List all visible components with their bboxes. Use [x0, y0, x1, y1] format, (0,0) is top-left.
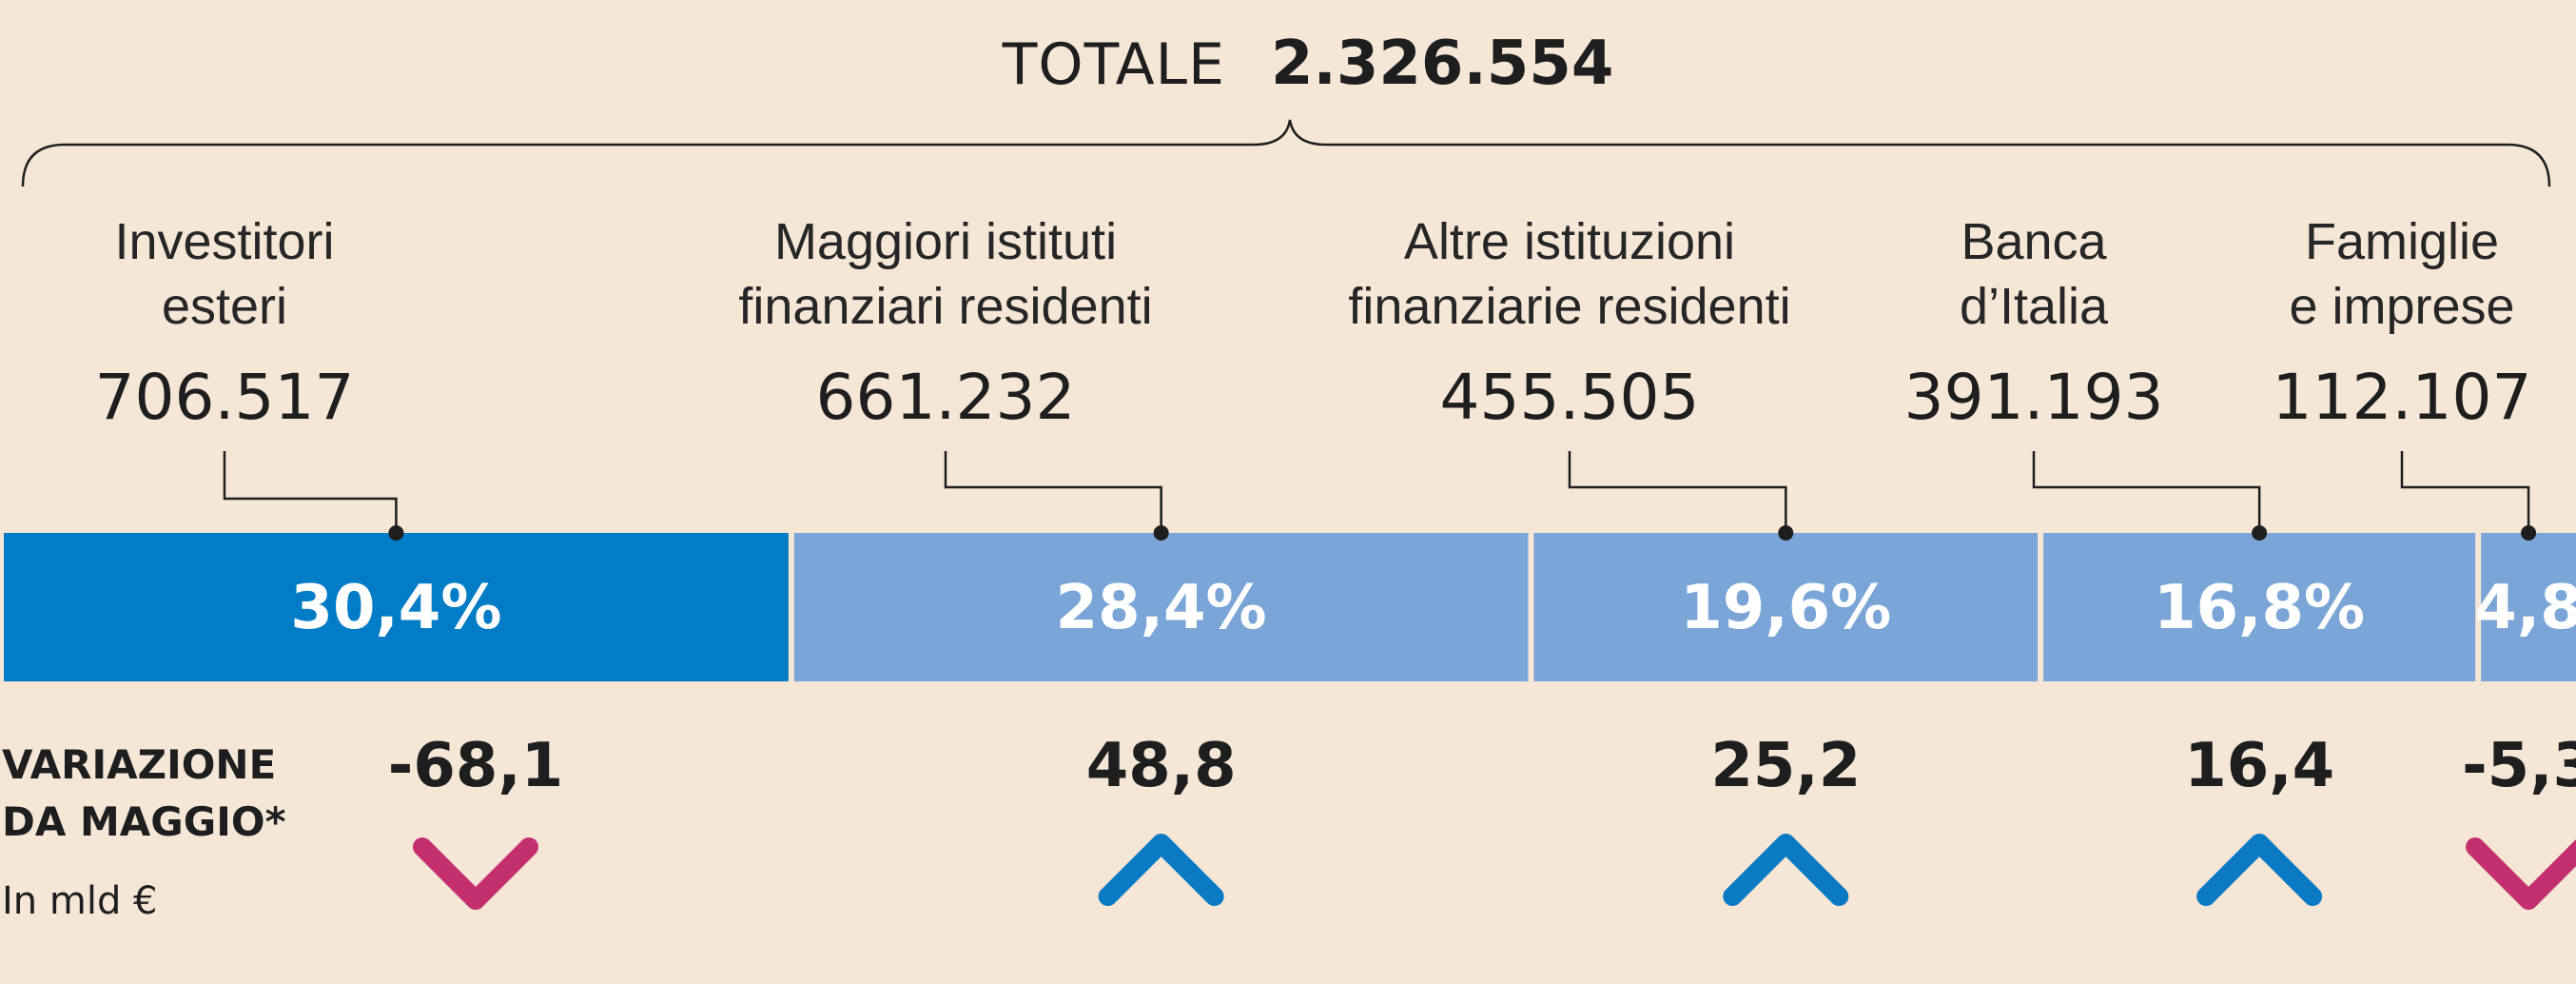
value-label-1: 706.517: [95, 361, 355, 434]
percentage-label-4: 16,8%: [2154, 573, 2365, 643]
bar-segment-3: [1533, 533, 2039, 681]
percentage-label-3: 19,6%: [1680, 573, 1891, 643]
arrow-up-icon-3: [1723, 834, 1849, 906]
percentage-labels: 30,4% 28,4% 19,6% 16,8% 4,8: [290, 573, 2576, 643]
connector-dot-2: [1153, 525, 1169, 541]
connector-line-1: [223, 451, 398, 533]
category-label-2-line-2: finanziari residenti: [738, 278, 1152, 335]
change-label-1: -68,1: [388, 731, 563, 801]
category-label-1-line-2: esteri: [162, 278, 287, 335]
total-brace: [21, 119, 2551, 187]
percentage-label-1: 30,4%: [290, 573, 501, 643]
connector-line-4: [2032, 451, 2261, 533]
connector-line-2: [944, 451, 1162, 533]
value-label-5: 112.107: [2273, 361, 2532, 434]
category-label-4-line-2: d’Italia: [1960, 278, 2109, 335]
total-value: 2.326.554: [1271, 29, 1613, 99]
percentage-label-5: 4,8: [2474, 573, 2576, 643]
change-label-5: -5,3: [2462, 731, 2576, 801]
total-label: TOTALE: [1002, 31, 1225, 98]
connector-dot-1: [388, 525, 404, 541]
bar-segment-4: [2043, 533, 2476, 681]
change-arrows: [413, 834, 2576, 910]
unit-label: In mld €: [2, 879, 158, 923]
variation-label-line2: DA MAGGIO*: [2, 798, 286, 845]
value-label-3: 455.505: [1440, 361, 1700, 434]
label-connectors: [223, 451, 2537, 541]
connector-dot-5: [2521, 525, 2537, 541]
value-labels: 706.517 661.232 455.505 391.193 112.107: [95, 361, 2532, 434]
stacked-bar: [4, 533, 2576, 681]
arrow-down-icon-5: [2466, 837, 2576, 910]
arrow-down-icon-1: [413, 837, 538, 910]
bar-segment-1: [4, 533, 789, 681]
connector-dot-3: [1778, 525, 1794, 541]
change-labels: -68,1 48,8 25,2 16,4 -5,3: [388, 731, 2576, 801]
category-label-2-line-1: Maggiori istituti: [774, 213, 1117, 270]
arrow-up-icon-2: [1098, 834, 1224, 906]
category-labels: Investitori esteri Maggiori istituti finanz…: [114, 213, 2514, 335]
bar-segment-2: [793, 533, 1529, 681]
category-label-5-line-1: Famiglie: [2305, 213, 2499, 270]
percentage-label-2: 28,4%: [1056, 573, 1267, 643]
variation-label-line1: VARIAZIONE: [2, 741, 276, 788]
bar-segment-5: [2481, 533, 2576, 681]
category-label-1-line-1: Investitori: [114, 213, 334, 270]
category-label-4-line-1: Banca: [1961, 213, 2107, 270]
connector-line-3: [1568, 451, 1787, 533]
change-label-2: 48,8: [1086, 731, 1237, 801]
category-label-3-line-2: finanziarie residenti: [1348, 278, 1790, 335]
category-label-3-line-1: Altre istituzioni: [1404, 213, 1735, 270]
change-label-4: 16,4: [2184, 731, 2334, 801]
connector-line-5: [2400, 451, 2530, 533]
arrow-up-icon-4: [2196, 834, 2323, 906]
connector-dot-4: [2252, 525, 2268, 541]
value-label-2: 661.232: [816, 361, 1076, 434]
change-label-3: 25,2: [1710, 731, 1861, 801]
category-label-5-line-2: e imprese: [2289, 278, 2514, 335]
value-label-4: 391.193: [1904, 361, 2164, 434]
